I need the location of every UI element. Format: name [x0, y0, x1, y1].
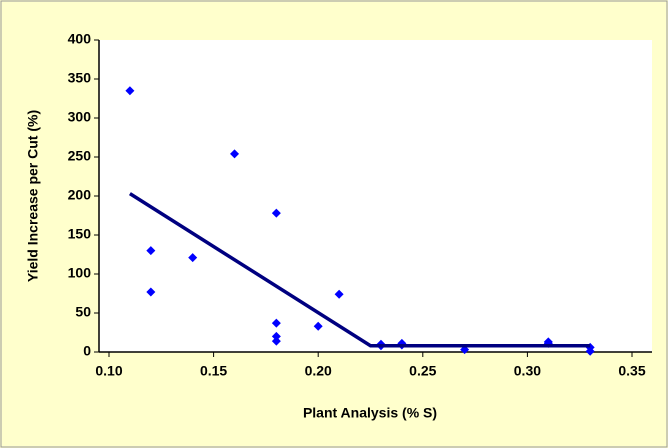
- data-point: [271, 208, 281, 218]
- data-point: [334, 289, 344, 299]
- y-tick-label: 250: [68, 148, 92, 164]
- x-tick-label: 0.35: [618, 363, 645, 379]
- x-axis-title: Plant Analysis (% S): [303, 405, 437, 421]
- data-point: [585, 346, 595, 356]
- data-point: [188, 253, 198, 263]
- y-tick-label: 200: [68, 187, 92, 203]
- x-tick-label: 0.20: [305, 363, 332, 379]
- x-tick-label: 0.15: [200, 363, 227, 379]
- plot-area: [99, 40, 652, 352]
- fit-line: [128, 192, 591, 348]
- y-axis-title: Yield Increase per Cut (%): [25, 110, 41, 282]
- x-tick-label: 0.30: [514, 363, 541, 379]
- y-tick-label: 300: [68, 109, 92, 125]
- data-point: [230, 149, 240, 159]
- y-tick-label: 150: [68, 226, 92, 242]
- data-point: [146, 287, 156, 297]
- y-tick-label: 350: [68, 70, 92, 86]
- x-tick-label: 0.25: [409, 363, 436, 379]
- y-tick-label: 0: [83, 343, 91, 359]
- data-point: [271, 336, 281, 346]
- data-point: [125, 86, 135, 96]
- x-tick-label: 0.10: [95, 363, 122, 379]
- y-tick-label: 400: [68, 31, 92, 47]
- y-tick-label: 100: [68, 265, 92, 281]
- data-point: [271, 331, 281, 341]
- data-point: [271, 318, 281, 328]
- data-point: [146, 246, 156, 256]
- y-tick-label: 50: [75, 304, 91, 320]
- data-point: [313, 321, 323, 331]
